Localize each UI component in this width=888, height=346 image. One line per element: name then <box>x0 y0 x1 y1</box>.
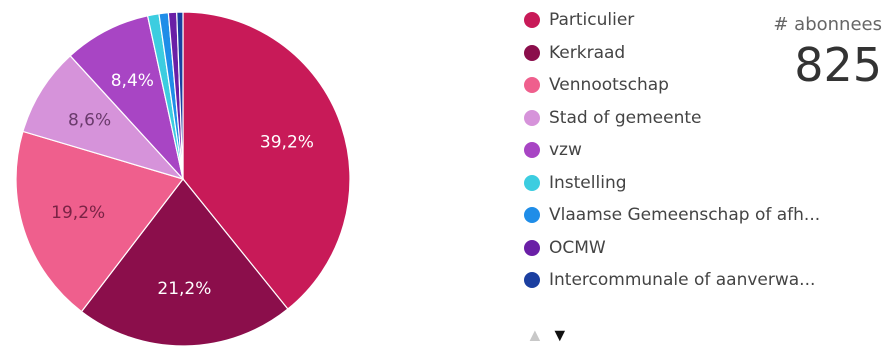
kpi-value: 825 <box>794 38 882 92</box>
pie-slice-particulier[interactable] <box>182 11 351 310</box>
legend-label: Stad of gemeente <box>549 107 702 128</box>
legend-dot-icon <box>524 12 540 29</box>
slice-label-vennootschap: 19,2% <box>51 203 105 223</box>
legend-dot-icon <box>524 44 540 61</box>
legend-dot-icon <box>524 142 540 159</box>
chart-legend: Particulier Kerkraad Vennootschap Stad of g… <box>524 4 884 297</box>
legend-label: vzw <box>549 140 582 161</box>
legend-label: Particulier <box>549 10 635 31</box>
pie-slice-vennootschap[interactable] <box>15 130 185 313</box>
pie-chart: 39,2% 21,2% 19,2% 8,6% 8,4% <box>0 0 360 346</box>
legend-item-instelling[interactable]: Instelling <box>524 167 884 200</box>
legend-item-stad-of-gemeente[interactable]: Stad of gemeente <box>524 102 884 135</box>
pie-slice-stad-of-gemeente[interactable] <box>22 54 185 181</box>
legend-item-vlaamse-gemeenschap-of-afh[interactable]: Vlaamse Gemeenschap of afh... <box>524 199 884 232</box>
legend-label: Instelling <box>549 172 627 193</box>
slice-label-particulier: 39,2% <box>260 132 314 152</box>
legend-dot-icon <box>524 109 540 126</box>
pie-chart-svg: 39,2% 21,2% 19,2% 8,6%8,4% <box>15 11 351 346</box>
slice-label-kerkraad: 21,2% <box>157 279 211 299</box>
legend-dot-icon <box>524 207 540 224</box>
legend-pager: ▲ ▼ <box>526 326 571 344</box>
triangle-down-icon[interactable]: ▼ <box>550 325 569 345</box>
kpi-label: # abonnees <box>773 14 882 35</box>
legend-dot-icon <box>524 174 540 191</box>
slice-label-vzw: 8,4% <box>111 71 154 91</box>
legend-item-vzw[interactable]: vzw <box>524 134 884 167</box>
legend-label: Vennootschap <box>549 75 669 96</box>
legend-dot-icon <box>524 272 540 289</box>
subscriber-kpi: # abonnees 825 <box>773 14 882 89</box>
legend-item-particulier[interactable]: Particulier <box>524 4 884 37</box>
legend-dot-icon <box>524 77 540 94</box>
legend-label: Intercommunale of aanverwa... <box>549 270 816 291</box>
pie-slice-intercommunale-of-aanverwa[interactable] <box>176 11 184 180</box>
legend-item-intercommunale-of-aanverwa[interactable]: Intercommunale of aanverwa... <box>524 264 884 297</box>
legend-label: Vlaamse Gemeenschap of afh... <box>549 205 821 226</box>
legend-item-kerkraad[interactable]: Kerkraad <box>524 37 884 70</box>
legend-item-vennootschap[interactable]: Vennootschap <box>524 69 884 102</box>
legend-label: Kerkraad <box>549 42 626 63</box>
legend-item-ocmw[interactable]: OCMW <box>524 232 884 265</box>
pie-slice-vzw[interactable] <box>69 15 185 182</box>
legend-dot-icon <box>524 239 540 256</box>
slice-label-stad-of-gemeente: 8,6% <box>68 111 111 131</box>
triangle-up-icon[interactable]: ▲ <box>526 325 544 345</box>
legend-label: OCMW <box>549 237 606 258</box>
